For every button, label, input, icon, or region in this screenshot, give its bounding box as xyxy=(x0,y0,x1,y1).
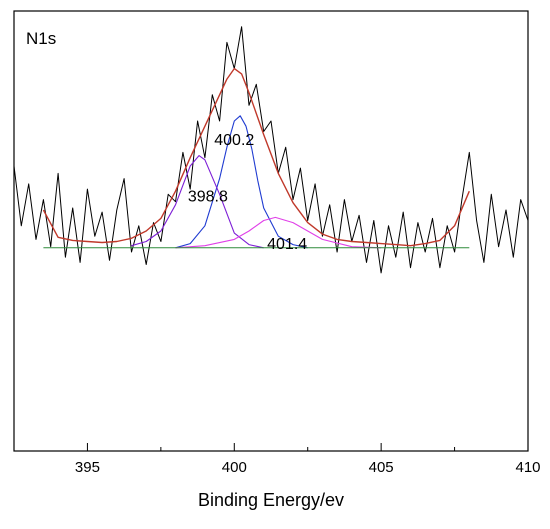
plot-frame xyxy=(13,10,529,452)
chart-title: N1s xyxy=(26,29,56,48)
x-tick-label: 405 xyxy=(369,459,394,476)
x-tick-label: 400 xyxy=(222,459,247,476)
series-envelope-line xyxy=(42,67,470,247)
tick-layer: 395 400 405 410 xyxy=(75,443,541,476)
x-tick-label: 395 xyxy=(75,459,100,476)
x-tick-label: 410 xyxy=(515,459,540,476)
series-peak-400-2-line xyxy=(175,115,308,249)
peak-annotation-label: 401.4 xyxy=(267,236,307,253)
annotation-layer: 400.2 398.8 401.4 xyxy=(188,132,307,253)
series-raw-line xyxy=(13,26,529,274)
series-layer xyxy=(13,26,529,274)
series-peak-401-4-line xyxy=(175,216,382,249)
x-axis-label: Binding Energy/ev xyxy=(198,490,344,510)
peak-annotation-label: 400.2 xyxy=(214,132,254,149)
peak-annotation-label: 398.8 xyxy=(188,189,228,206)
